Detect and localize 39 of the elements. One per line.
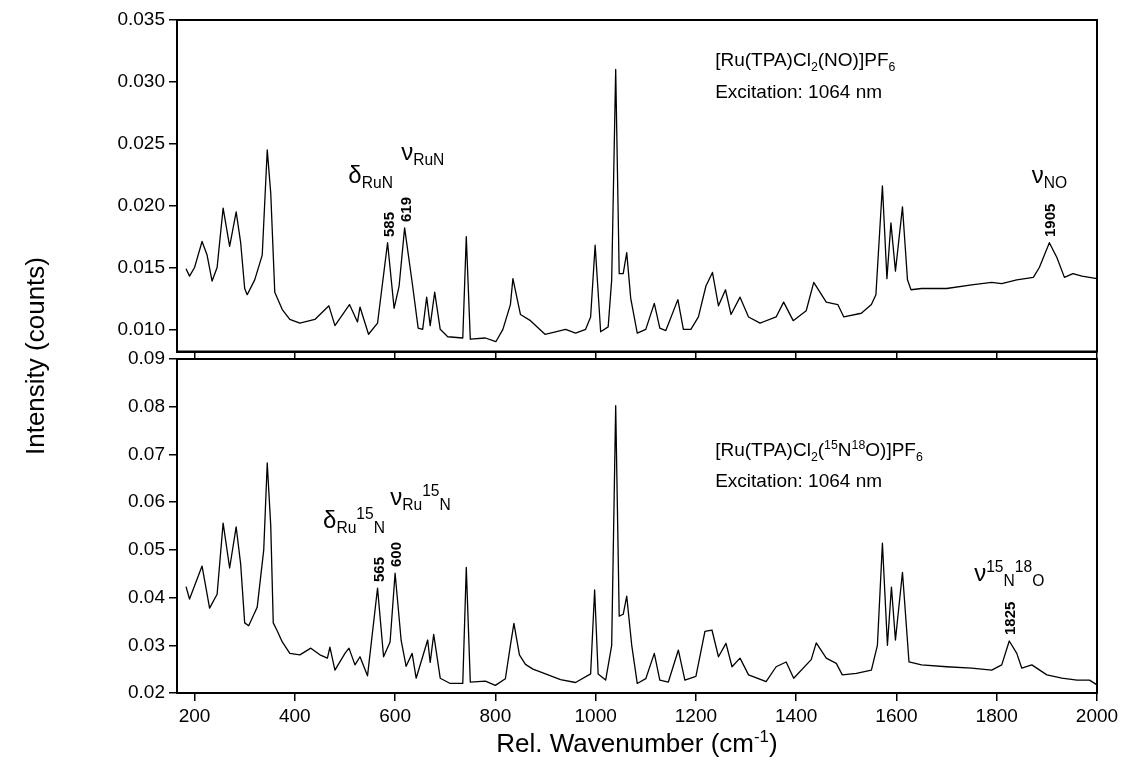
annotation: 565	[369, 556, 387, 583]
x-axis-title: Rel. Wavenumber (cm$^{-1}$)	[496, 727, 778, 758]
y-tick-label: 0.030	[117, 70, 165, 92]
annotation: 585	[379, 211, 397, 237]
y-tick-label: 0.03	[128, 633, 165, 655]
y-tick-label: 0.06	[128, 490, 165, 512]
x-tick-label: 600	[379, 704, 411, 726]
annotation: δ$_{RuN}$	[348, 160, 393, 192]
x-tick-label: 200	[178, 704, 211, 726]
y-tick-label: 0.02	[128, 681, 165, 703]
y-tick-label: 0.09	[128, 347, 165, 369]
y-tick-label: 0.07	[128, 442, 165, 464]
x-tick-label: 1000	[574, 704, 617, 726]
annotation: 1905	[1040, 203, 1058, 237]
annotation: 619	[396, 196, 414, 222]
y-tick-label: 0.010	[117, 317, 165, 339]
annotation: ν$_{RuN}$	[401, 137, 445, 169]
x-tick-label: 1400	[775, 704, 818, 726]
annotation: Excitation: 1064 nm	[715, 470, 883, 492]
y-tick-label: 0.04	[128, 585, 166, 607]
y-tick-label: 0.08	[128, 394, 165, 416]
x-tick-label: 1600	[875, 704, 918, 726]
x-tick-label: 800	[479, 704, 512, 726]
annotation: ν$_{NO}$	[1031, 160, 1068, 192]
x-tick-label: 1800	[975, 704, 1018, 726]
y-tick-label: 0.05	[128, 538, 165, 560]
x-tick-label: 400	[278, 704, 311, 726]
annotation: [Ru(TPA)Cl$_{2}$(NO)]PF$_{6}$	[715, 48, 896, 74]
y-tick-label: 0.025	[117, 131, 165, 153]
x-tick-label: 2000	[1075, 704, 1119, 726]
y-tick-label: 0.015	[117, 255, 165, 277]
annotation: 600	[386, 542, 404, 568]
x-tick-label: 1200	[674, 704, 718, 726]
y-axis-title: Intensity (counts)	[20, 257, 50, 455]
annotation: 1825	[1000, 601, 1018, 635]
y-tick-label: 0.035	[117, 8, 165, 30]
annotation: Excitation: 1064 nm	[715, 80, 883, 102]
y-tick-label: 0.020	[117, 193, 165, 215]
annotation: [Ru(TPA)Cl$_{2}$($^{15}$N$^{18}$O)]PF$_{6}$	[715, 438, 923, 465]
